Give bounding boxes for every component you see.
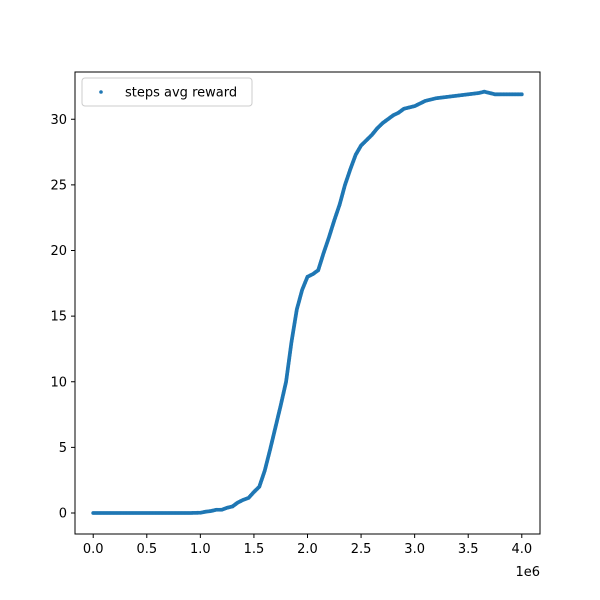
x-tick-label: 3.5 (458, 542, 479, 557)
x-tick-label: 2.5 (351, 542, 372, 557)
x-tick-label: 4.0 (511, 542, 532, 557)
x-tick-label: 0.0 (83, 542, 104, 557)
y-tick-label: 30 (50, 113, 67, 128)
x-tick-label: 1.5 (244, 542, 265, 557)
legend: steps avg reward (81, 77, 253, 107)
x-tick-label: 3.0 (404, 542, 425, 557)
axes-frame (74, 71, 541, 535)
ticks: 0.0 0.5 1.0 1.5 2.0 2.5 3.0 3.5 4.0 0 5 10 15 20 25 30 (50, 113, 532, 557)
y-tick-label: 25 (50, 178, 67, 193)
y-tick-label: 5 (59, 441, 67, 456)
y-tick-label: 15 (50, 310, 67, 325)
y-tick-label: 20 (50, 244, 67, 259)
x-tick-label: 0.5 (136, 542, 157, 557)
scatter-points (91, 89, 524, 515)
y-tick-label: 0 (59, 507, 67, 522)
y-tick-label: 10 (50, 375, 67, 390)
x-tick-label: 2.0 (297, 542, 318, 557)
x-offset-label: 1e6 (515, 565, 540, 580)
plot-border (74, 71, 541, 535)
x-tick-label: 1.0 (190, 542, 211, 557)
legend-box (81, 77, 253, 107)
scatter-point (519, 92, 524, 97)
legend-marker (99, 90, 103, 94)
legend-label: steps avg reward (125, 86, 237, 101)
